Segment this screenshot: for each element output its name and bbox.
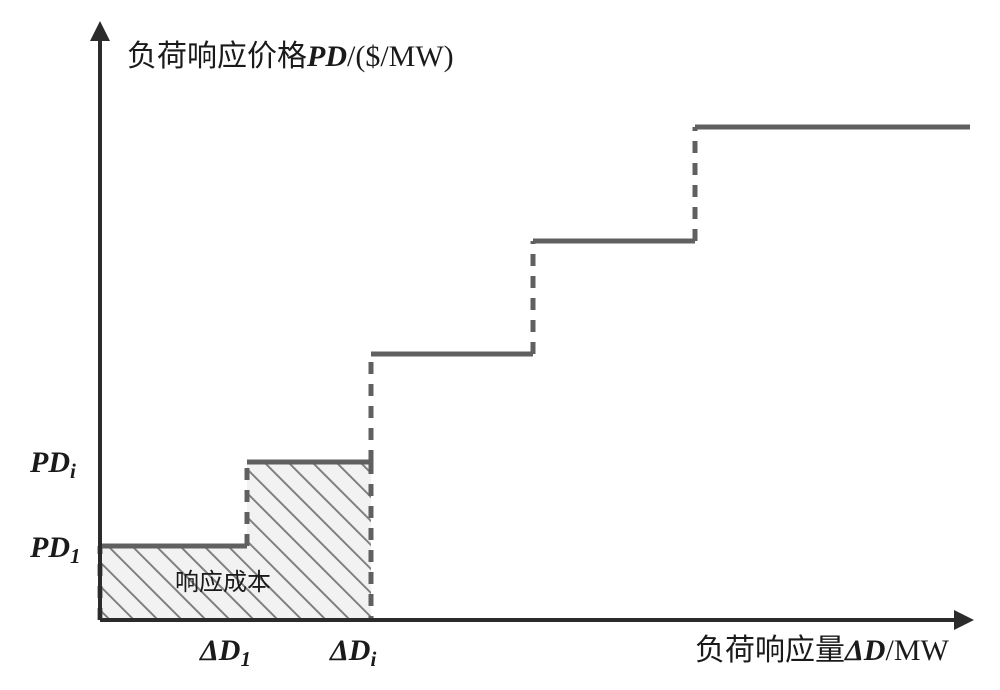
chart-svg: 负荷响应价格PD/($/MW) 负荷响应量ΔD/MW PD1 PDi ΔD1 ΔDi 响应成… [0,0,1000,690]
step-chart: 负荷响应价格PD/($/MW) 负荷响应量ΔD/MW PD1 PDi ΔD1 ΔDi 响应成… [0,0,1000,690]
step-lines [100,127,970,620]
cost-annotation: 响应成本 [175,569,271,596]
y-tick-pdi: PDi [29,446,76,483]
y-tick-pd1: PD1 [29,531,81,568]
x-axis-title: 负荷响应量ΔD/MW [695,634,949,667]
x-tick-d1: ΔD1 [199,634,251,671]
y-axis-title: 负荷响应价格PD/($/MW) [127,40,454,73]
x-tick-di: ΔDi [329,634,376,671]
